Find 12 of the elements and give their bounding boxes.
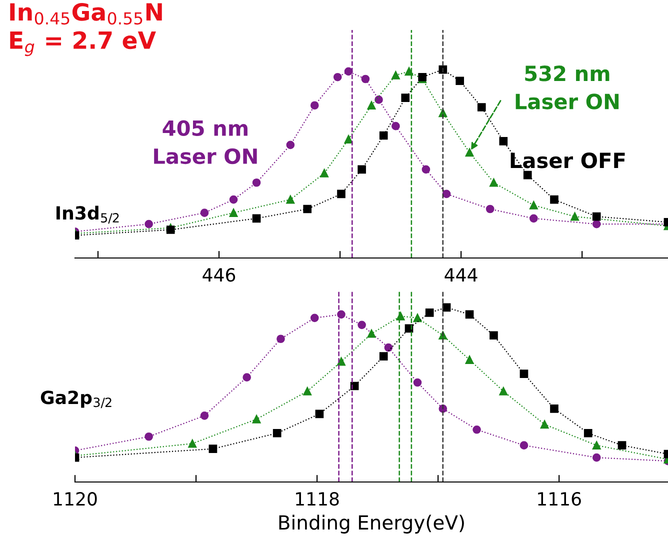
- annotation: Ga2p$_{3/2}$: [40, 390, 112, 408]
- x-tick-label: 446: [202, 268, 236, 282]
- x-tick-label: 444: [444, 268, 478, 282]
- series-label: Laser OFF: [510, 152, 625, 168]
- x-tick-label: 1120: [54, 492, 97, 506]
- text: 532 nm Laser ON: [516, 66, 619, 110]
- x-axis-title: Binding Energy(eV): [279, 514, 464, 534]
- annotation: In3d$_{5/2}$: [56, 206, 119, 224]
- chart-title: In$_{0.45}$Ga$_{0.55}$N E$_{g}$ = 2.7 eV: [10, 2, 162, 56]
- series-label: 405 nm Laser ON: [154, 120, 257, 164]
- x-tick-label: 1116: [538, 492, 581, 506]
- x-tick-label: 1118: [296, 492, 339, 506]
